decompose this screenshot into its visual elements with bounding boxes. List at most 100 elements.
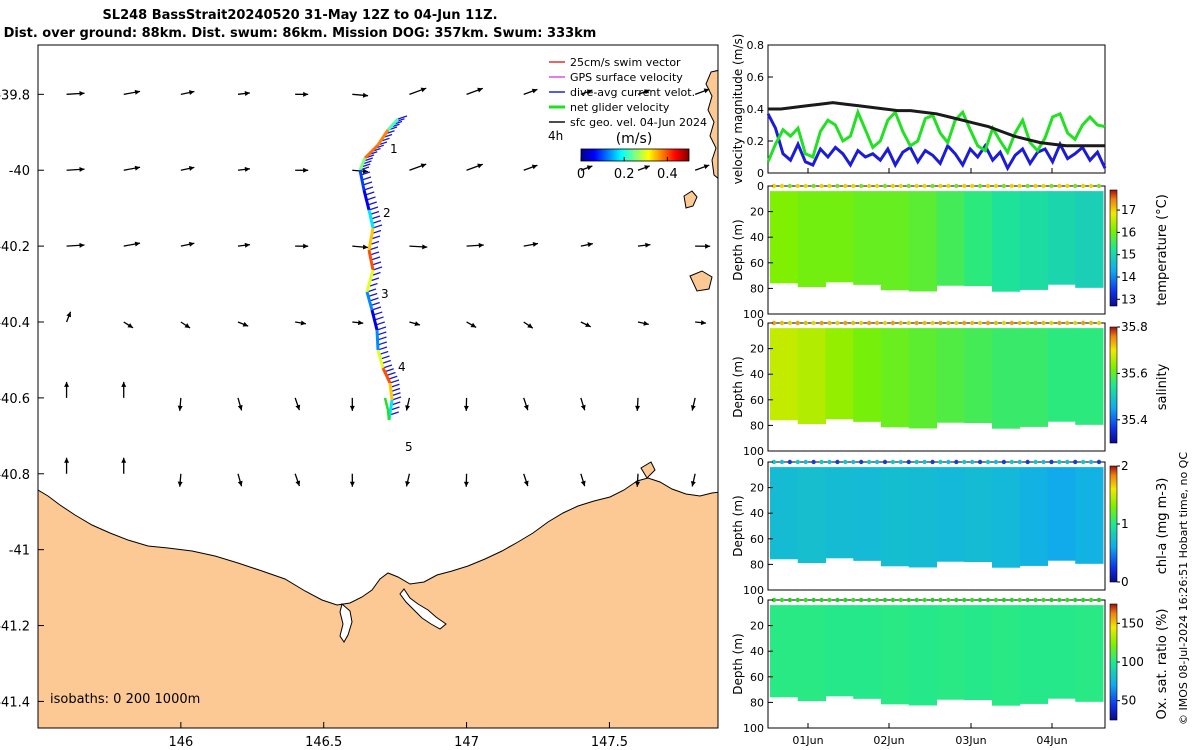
section-cell [936,191,965,286]
surface-dot [866,597,872,603]
surface-dot [811,597,816,603]
velocity-arrowhead [188,165,195,171]
depth-tick-label: 80 [750,558,764,571]
map-frame [37,44,719,729]
surface-dot [1080,183,1086,189]
track-segment [367,227,375,251]
section-cell [770,467,799,560]
velocity-arrowhead [705,243,711,249]
depth-tick-label: 100 [743,722,764,735]
surface-dot [1025,183,1030,189]
velocity-arrowhead [357,320,364,326]
section-cell [825,328,854,420]
surface-dot [1049,320,1054,326]
surface-dot [874,183,880,189]
depth-tick-label: 20 [750,482,764,495]
depth-tick-label: 100 [743,584,764,597]
depth-tick-label: 20 [750,620,764,633]
velocity-arrowhead [177,481,183,487]
velocity-arrowhead [477,87,483,93]
section-cell [1047,605,1076,699]
speed-colorbar: 4h (m/s) 0 0.2 0.4 [548,129,690,182]
section-cell [1047,467,1076,561]
surface-dot [1017,183,1022,189]
islet-east-c [640,461,656,479]
section-colorbar [1109,326,1118,444]
surface-dot [795,597,800,603]
section-cell [797,467,826,564]
current-vector [391,396,402,401]
current-vector [370,301,380,307]
section-cell [964,605,993,701]
velocity-arrowhead [244,242,250,248]
surface-dot [977,183,983,189]
velocity-arrowhead [244,166,250,172]
current-vector [390,387,401,393]
velocity-arrowhead [527,323,533,329]
surface-dot [1001,183,1007,189]
velocity-arrowhead [303,91,309,97]
track-segment [376,129,390,146]
tasmania-land [38,477,718,728]
section-cell [825,467,854,559]
surface-dot [898,320,904,326]
depth-tick-label: 80 [750,696,764,709]
colorbar-label: temperature (°C) [1155,194,1170,306]
colorbar-tick-label: 0.4 [657,167,678,182]
colorbar-tick-label: 35.6 [1121,366,1148,380]
islet-east-b [689,270,713,292]
velocity-line [766,113,1107,172]
velocity-arrowhead [645,242,651,248]
velocity-arrowhead [523,480,529,487]
current-vector [372,266,383,271]
velocity-arrowhead [295,404,301,411]
current-vector [384,368,394,373]
surface-dot [779,183,785,189]
velocity-arrowhead [405,405,411,411]
surface-dot [890,320,896,326]
surface-dot [962,459,967,465]
current-vector [366,196,376,201]
section-cell [881,605,910,705]
track-segment [365,269,375,293]
map-x-tick-label: 146 [168,735,193,750]
velocity-arrowhead [690,481,696,487]
surface-dot [1049,459,1054,465]
surface-dot [946,183,951,189]
surface-velocity-vectors [64,87,711,487]
velocity-series [766,101,1107,172]
surface-dot [969,597,975,603]
section-cell [908,605,937,706]
velocity-arrowhead [79,91,85,97]
velocity-arrowhead [644,165,650,170]
surface-dot [1088,183,1094,189]
surface-dot [819,183,824,189]
current-vector [369,251,380,256]
surface-dot [938,183,943,189]
current-vector [371,306,382,311]
glider-track: 1 2 3 4 5 [358,115,413,454]
current-vector [374,316,384,321]
surface-dot [985,183,991,189]
map-x-tick-label: 146.5 [305,735,342,750]
surface-dot [787,320,793,326]
surface-dot [954,597,959,603]
depth-axis-label: Depth (m) [731,219,745,280]
tamar-estuary [399,588,447,630]
section-cell [1019,467,1048,566]
track-segment [381,367,392,384]
surface-dot [819,459,824,465]
current-vector [361,176,372,181]
map-legend: 25cm/s swim vector GPS surface velocity di… [549,56,707,129]
surface-dot [977,459,983,465]
surface-dot [874,597,880,603]
surface-dot [1073,597,1078,603]
surface-dot [882,183,888,189]
surface-dot [1073,459,1078,465]
velocity-arrowhead [349,481,355,487]
track-segment [365,291,374,311]
mersey-inlet [339,603,353,643]
depth-axis-label: Depth (m) [731,495,745,556]
time-tick-label: 03Jun [955,734,986,747]
